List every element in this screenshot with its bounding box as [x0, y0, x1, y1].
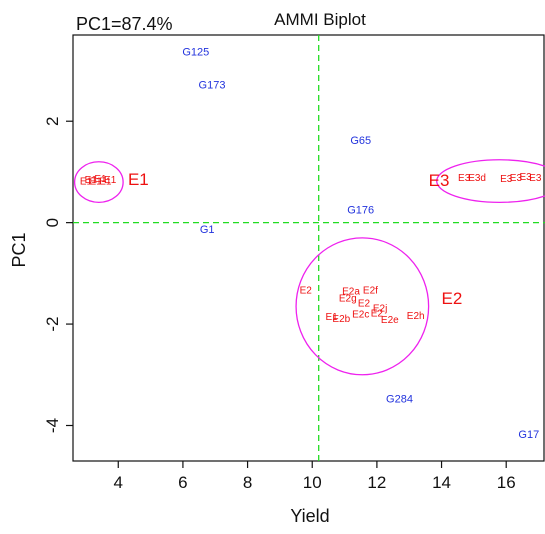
y-tick-label: -4 — [43, 418, 62, 433]
chart-subtitle: PC1=87.4% — [76, 14, 173, 34]
x-tick-label: 12 — [367, 473, 386, 492]
genotype-point-label: G284 — [386, 394, 413, 406]
cluster-ellipse — [436, 159, 545, 204]
genotype-point-label: G125 — [182, 46, 209, 58]
environment-point-label: E2 — [371, 308, 384, 319]
cluster-label: E1 — [128, 170, 149, 189]
plot-frame — [72, 34, 545, 462]
environment-point-label: E2j — [373, 303, 387, 314]
environment-point-label: E3 — [519, 172, 532, 183]
environment-point-label: E1 — [94, 174, 107, 185]
y-axis-label: PC1 — [9, 232, 29, 267]
chart-title: AMMI Biplot — [274, 10, 366, 29]
genotype-point-label: G176 — [347, 205, 374, 217]
genotype-point-label: G17 — [518, 429, 539, 441]
environment-point-label: E3d — [468, 173, 486, 184]
x-tick-label: 8 — [243, 473, 252, 492]
environment-point-label: E2 — [358, 298, 371, 309]
genotype-point-label: G1 — [200, 224, 215, 236]
x-tick-label: 6 — [178, 473, 187, 492]
genotype-point-label: G65 — [350, 135, 371, 147]
environment-point-label: E2g — [339, 293, 357, 304]
environment-point-label: E1 — [85, 175, 98, 186]
genotype-point-label: G173 — [199, 79, 226, 91]
cluster-label: E3 — [429, 171, 450, 190]
environment-point-label: E1 — [326, 312, 339, 323]
environment-point-label: E1 — [90, 177, 103, 188]
environment-point-label: E2c — [352, 309, 369, 320]
environment-point-label: E1 — [99, 177, 112, 188]
x-tick-label: 14 — [432, 473, 451, 492]
environment-point-label: E3 — [458, 173, 471, 184]
environment-point-label: E2h — [407, 311, 425, 322]
environment-point-label: E3 — [510, 173, 523, 184]
x-axis-label: Yield — [290, 506, 329, 526]
environment-point-label: E1 — [80, 177, 93, 188]
cluster-ellipse — [73, 161, 124, 204]
environment-point-label: E3 — [500, 174, 513, 185]
environment-point-label: E2f — [363, 286, 378, 297]
environment-point-label: E3 — [529, 173, 542, 184]
environment-point-label: E2e — [381, 315, 399, 326]
environment-point-label: E2b — [332, 314, 350, 325]
y-tick-label: -2 — [43, 317, 62, 332]
y-tick-label: 2 — [43, 116, 62, 125]
cluster-label: E2 — [442, 289, 463, 308]
x-tick-label: 16 — [497, 473, 516, 492]
environment-point-label: E1 — [104, 175, 117, 186]
environment-point-label: E2a — [342, 287, 360, 298]
environment-point-label: E2 — [300, 286, 313, 297]
x-tick-label: 10 — [303, 473, 322, 492]
cluster-ellipse — [295, 237, 430, 376]
x-tick-label: 4 — [114, 473, 123, 492]
y-tick-label: 0 — [43, 218, 62, 227]
